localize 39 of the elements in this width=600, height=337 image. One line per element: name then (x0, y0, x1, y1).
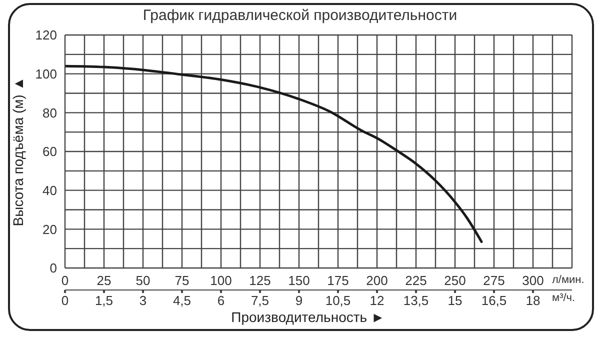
y-tick-label: 60 (42, 144, 57, 160)
x2-tick-label: 18 (526, 293, 540, 308)
x-tick-label: 125 (249, 273, 271, 288)
x-tick-label: 225 (405, 273, 427, 288)
x-axis-title: Производительность ► (230, 309, 386, 325)
x-tick-label: 100 (210, 273, 232, 288)
x-tick-label: 150 (288, 273, 310, 288)
y-axis-title: Высота подъёма (м) ▲ (10, 76, 26, 226)
x-tick-label: 200 (366, 273, 388, 288)
x2-tick-label: 3 (139, 293, 147, 308)
y-tick-label: 80 (42, 105, 57, 120)
x2-tick-label: 15 (448, 293, 462, 308)
y-tick-label: 20 (42, 222, 57, 237)
y-tick-label: 0 (50, 260, 57, 276)
x2-tick-label: 0 (61, 293, 69, 308)
y-tick-label: 120 (35, 28, 57, 43)
x-tick-label: 250 (444, 273, 466, 288)
x2-tick-label: 1,5 (94, 293, 114, 308)
y-tick-label: 40 (42, 182, 57, 198)
line-series (65, 64, 483, 244)
text: м³/ч. (552, 292, 576, 304)
x2-tick-label: 4,5 (172, 293, 192, 308)
x-tick-label: 50 (136, 273, 150, 288)
x2-tick-label: 7,5 (250, 293, 270, 308)
x-tick-label: 175 (327, 273, 349, 288)
text: л/мин. (552, 274, 584, 286)
x-tick-label: 300 (522, 273, 544, 288)
x2-tick-label: 6 (217, 293, 225, 308)
x2-tick-label: 13,5 (403, 293, 429, 308)
x-tick-label: 275 (483, 273, 505, 288)
x2-tick-label: 12 (370, 293, 384, 308)
x2-tick-label: 9 (295, 293, 303, 308)
chart-title: График гидравлической производительности (142, 7, 458, 24)
x-tick-label: 0 (61, 273, 69, 288)
x2-tick-label: 10,5 (325, 293, 351, 308)
x-tick-label: 25 (96, 273, 112, 288)
x-tick-label: 75 (174, 273, 190, 288)
y-tick-label: 100 (35, 66, 57, 82)
x2-tick-label: 16,5 (481, 293, 507, 308)
